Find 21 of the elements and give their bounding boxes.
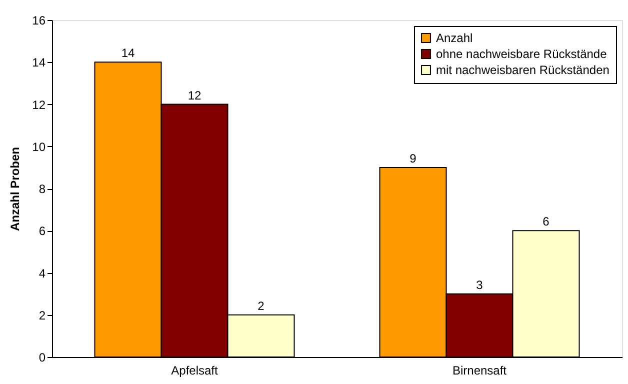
x-tick-label: Apfelsaft [171,364,219,378]
data-label: 14 [121,46,135,60]
y-tick-label: 0 [38,350,46,364]
y-tick-label: 14 [32,56,46,70]
y-tick-label: 10 [32,140,46,154]
data-label: 9 [410,151,417,166]
data-label: 12 [188,88,202,102]
y-tick-label: 12 [32,98,46,112]
y-tick-label: 6 [38,224,46,238]
legend-label: Anzahl [436,31,473,45]
y-axis-title: Anzahl Proben [8,146,22,232]
data-label: 3 [476,278,484,292]
x-tick-label: Birnensaft [452,364,508,378]
legend-label: mit nachweisbaren Rückständen [436,63,610,77]
y-tick-label: 8 [38,182,46,196]
data-label: 2 [258,298,265,313]
y-tick-label: 4 [38,266,46,280]
y-tick-label: 2 [38,308,46,322]
legend-label: ohne nachweisbare Rückstände [436,47,608,61]
y-tick-label: 16 [32,14,46,28]
data-label: 6 [542,214,550,229]
